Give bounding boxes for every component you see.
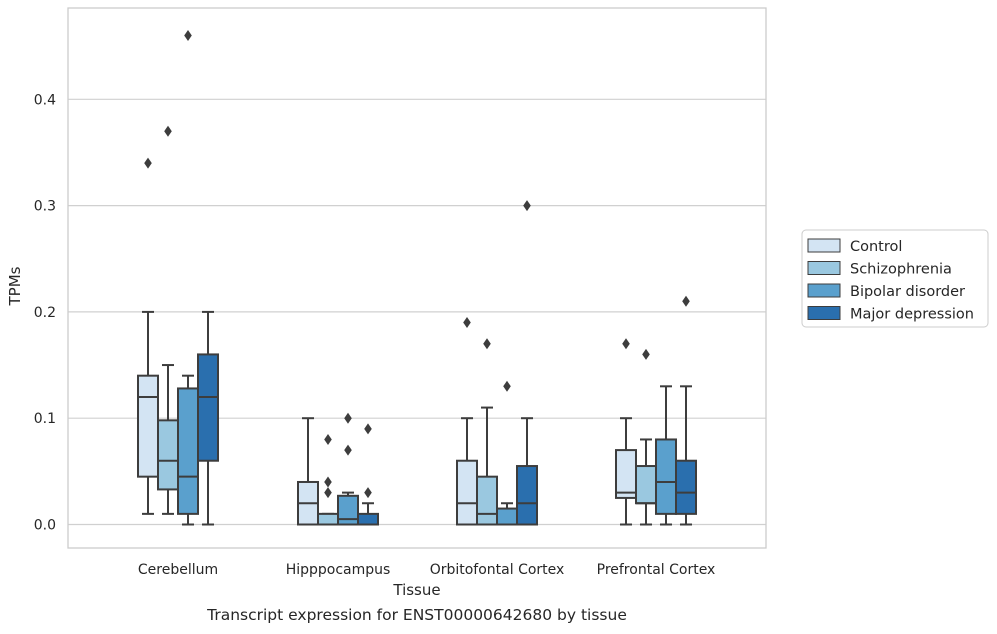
box-body (476, 475, 498, 526)
box-control (297, 417, 319, 526)
legend-label: Major depression (850, 307, 974, 323)
plot-frame (67, 7, 767, 549)
outlier-point (622, 338, 630, 350)
legend: Control Schizophrenia Bipolar disorder Majo… (801, 229, 989, 328)
outlier-point (144, 157, 152, 169)
outlier-point (164, 125, 172, 137)
legend-label: Control (850, 239, 902, 255)
x-tick-label: Cerebellum (138, 562, 218, 578)
y-tick-label: 0.1 (34, 411, 56, 427)
box-major-depression (675, 295, 697, 526)
outlier-point (184, 30, 192, 42)
box-schizophrenia (476, 338, 498, 526)
box-body (197, 353, 219, 462)
outlier-point (503, 380, 511, 392)
x-axis-ticks: Cerebellum Hipppocampus Orbitofontal Corte… (138, 562, 715, 578)
box-bipolar-disorder (337, 412, 359, 526)
box-plots (137, 30, 697, 526)
box-body (615, 449, 637, 499)
outlier-point (324, 487, 332, 499)
y-tick-label: 0.0 (34, 518, 56, 534)
box-body (137, 374, 159, 478)
box-schizophrenia (635, 348, 657, 526)
box-bipolar-disorder (177, 30, 199, 526)
legend-label: Schizophrenia (850, 262, 952, 278)
box-body (337, 494, 359, 526)
y-tick-label: 0.2 (34, 305, 56, 321)
box-body (357, 512, 379, 526)
box-major-depression (197, 310, 219, 526)
legend-swatch (807, 238, 841, 253)
legend-label: Bipolar disorder (850, 284, 965, 300)
outlier-point (344, 444, 352, 456)
box-schizophrenia (157, 125, 179, 515)
outlier-point (324, 476, 332, 488)
y-axis-label: TPMs (6, 266, 24, 306)
legend-swatch (807, 261, 841, 275)
box-body (496, 507, 518, 526)
legend-swatch (807, 283, 841, 298)
legend-swatch (807, 306, 841, 320)
outlier-point (463, 317, 471, 329)
outlier-point (364, 487, 372, 499)
y-tick-label: 0.4 (34, 92, 56, 108)
outlier-point (324, 433, 332, 445)
box-bipolar-disorder (496, 380, 518, 526)
box-body (655, 438, 677, 515)
box-control (615, 338, 637, 526)
outlier-point (364, 423, 372, 435)
box-body (157, 419, 179, 491)
box-major-depression (357, 423, 379, 526)
box-control (456, 317, 478, 526)
outlier-point (682, 295, 690, 307)
box-body (456, 459, 478, 526)
legend-frame (801, 229, 989, 328)
x-tick-label: Hipppocampus (286, 562, 391, 578)
x-tick-label: Prefrontal Cortex (597, 562, 716, 578)
chart-caption: Transcript expression for ENST0000064268… (207, 606, 627, 624)
box-control (137, 157, 159, 515)
x-tick-label: Orbitofontal Cortex (430, 562, 565, 578)
outlier-point (523, 200, 531, 212)
outlier-point (642, 348, 650, 360)
outlier-point (483, 338, 491, 350)
box-schizophrenia (317, 433, 339, 526)
box-body (317, 512, 339, 526)
outlier-point (344, 412, 352, 424)
box-bipolar-disorder (655, 385, 677, 526)
box-body (516, 465, 538, 526)
box-major-depression (516, 200, 538, 526)
box-body (177, 387, 199, 515)
box-body (675, 459, 697, 515)
y-tick-label: 0.3 (34, 199, 56, 215)
box-body (635, 465, 657, 505)
x-axis-label: Tissue (392, 581, 440, 599)
y-axis-ticks: 0.0 0.1 0.2 0.3 0.4 (34, 92, 56, 533)
